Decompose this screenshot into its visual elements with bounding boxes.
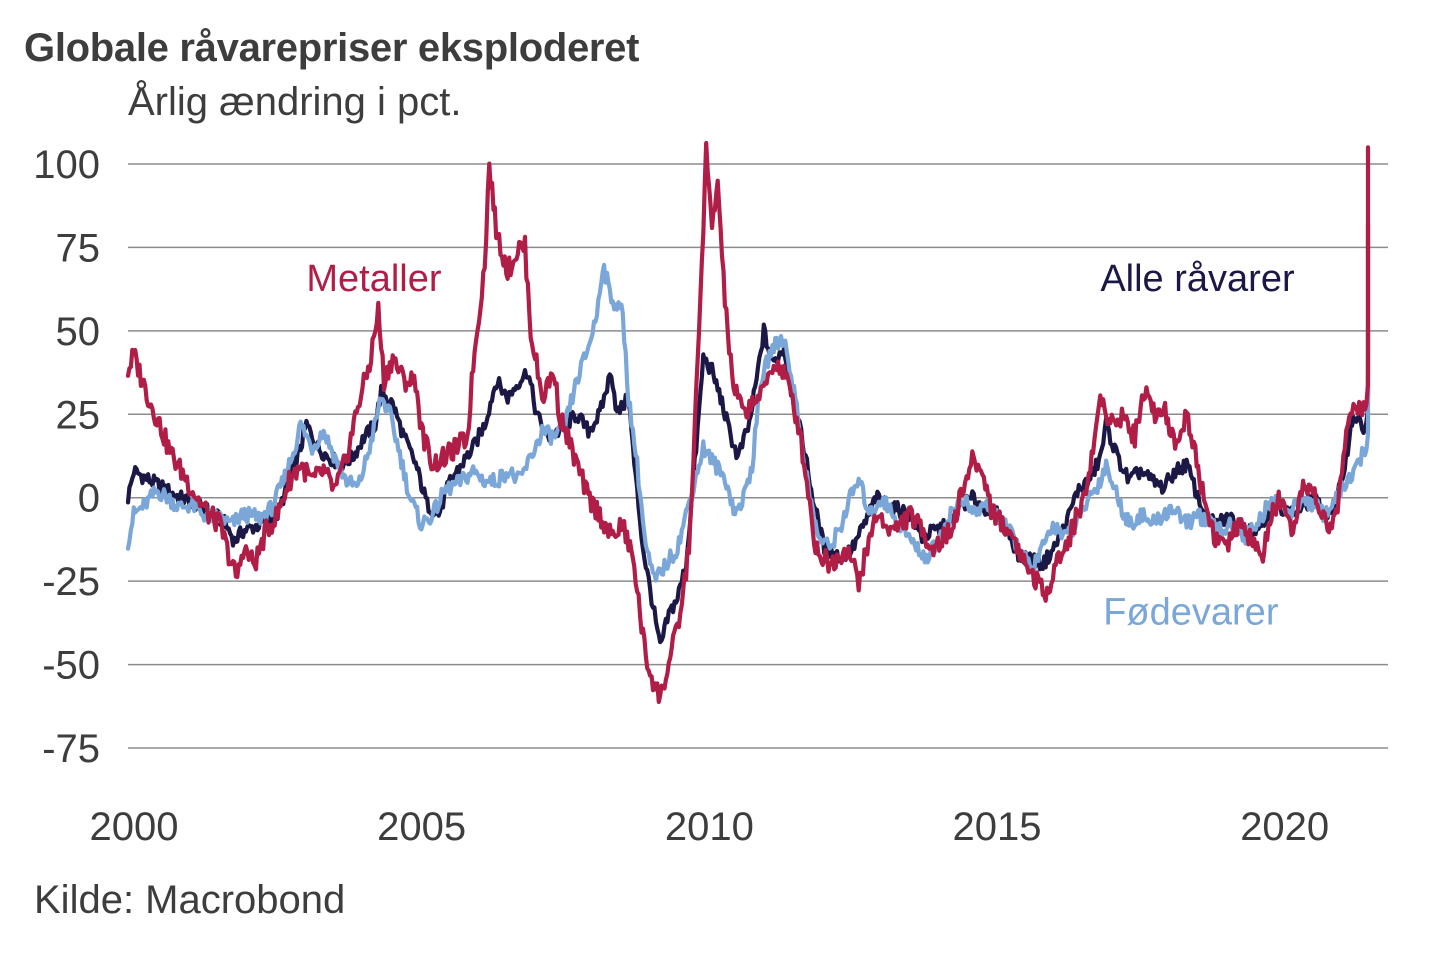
series-line-metaller xyxy=(125,140,1371,705)
y-tick-label: 25 xyxy=(56,393,101,437)
gridlines xyxy=(128,163,1388,749)
x-tick-label: 2005 xyxy=(377,805,466,849)
y-tick-label: 100 xyxy=(33,143,100,187)
y-axis-ticks: 100 75 50 25 0 -25 -50 -75 xyxy=(33,143,100,771)
y-tick-label: -25 xyxy=(42,560,100,604)
series-line-fodevarer xyxy=(125,262,1371,583)
x-axis-ticks: 2000 2005 2010 2015 2020 xyxy=(90,805,1330,849)
y-tick-label: -50 xyxy=(42,644,100,688)
y-tick-label: 75 xyxy=(56,226,101,270)
series-label-alle: Alle råvarer xyxy=(1100,258,1295,300)
source-note: Kilde: Macrobond xyxy=(34,878,346,922)
series-labels: Metaller Alle råvarer Fødevarer xyxy=(306,258,1295,634)
x-tick-label: 2000 xyxy=(90,805,179,849)
y-tick-label: 50 xyxy=(56,310,101,354)
y-tick-label: 0 xyxy=(78,477,100,521)
x-tick-label: 2010 xyxy=(665,805,754,849)
chart-subtitle: Årlig ændring i pct. xyxy=(128,80,462,124)
chart-title: Globale råvarepriser eksploderet xyxy=(24,26,640,70)
series-lines xyxy=(125,140,1371,705)
x-tick-label: 2020 xyxy=(1240,805,1329,849)
y-tick-label: -75 xyxy=(42,727,100,771)
x-tick-label: 2015 xyxy=(953,805,1042,849)
series-label-metaller: Metaller xyxy=(306,258,441,300)
series-label-fodevarer: Fødevarer xyxy=(1103,592,1279,634)
